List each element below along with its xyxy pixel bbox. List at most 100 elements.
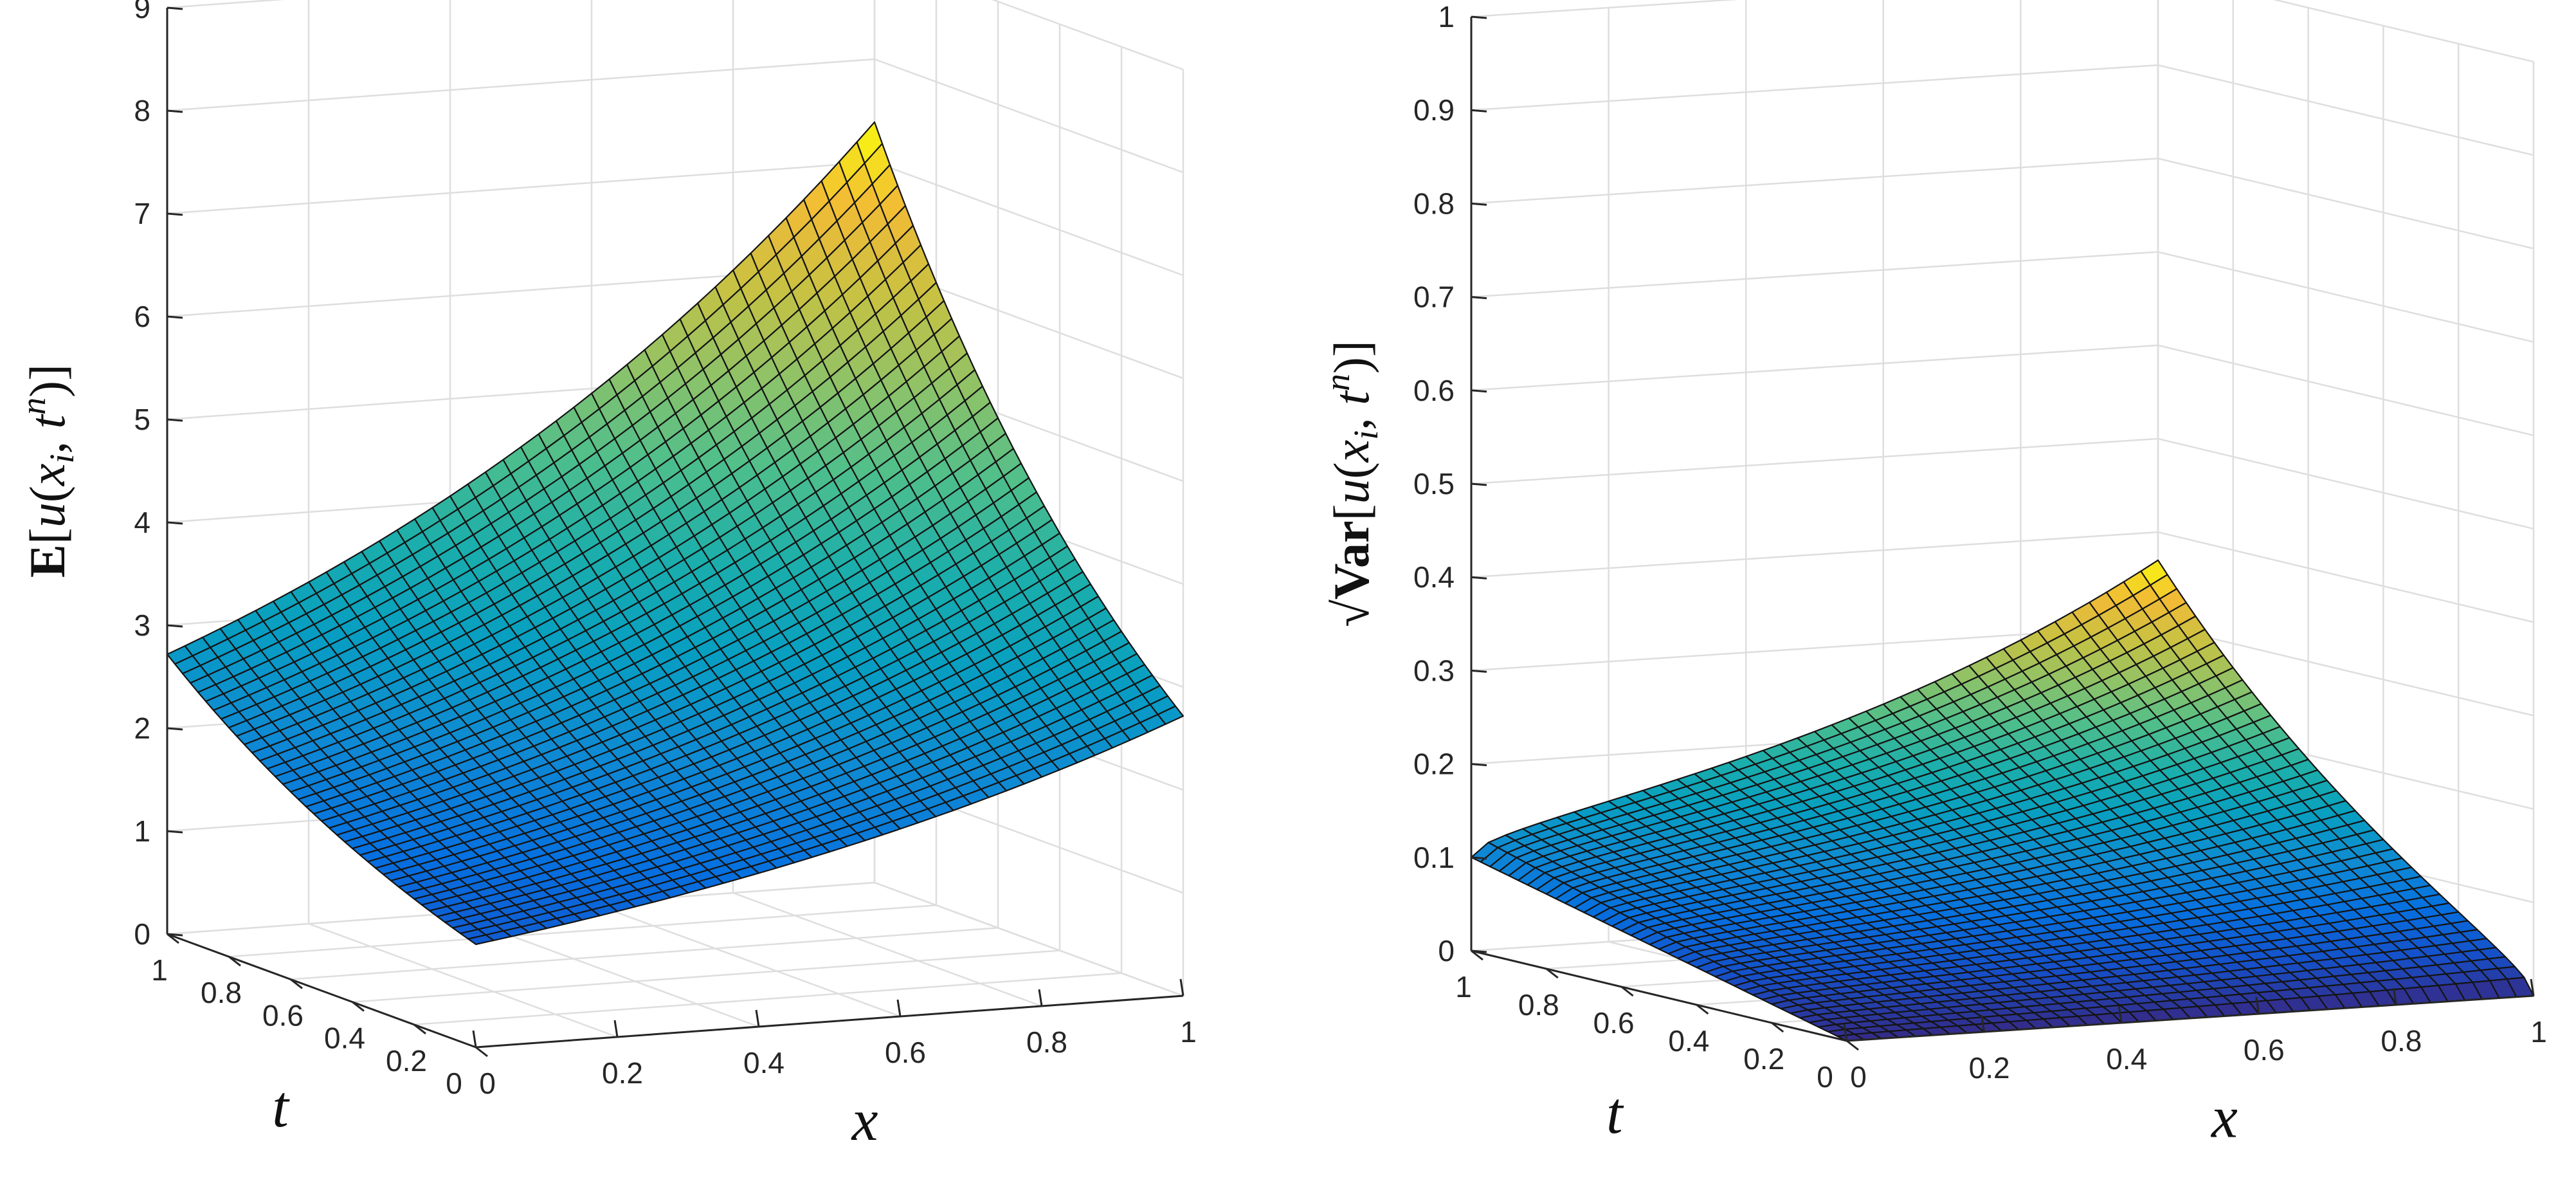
z-tick-mark (167, 521, 183, 525)
z-tick-mark (167, 418, 183, 422)
t-gridline-floor (352, 949, 1060, 1003)
z-axis-label: √Var[u(xi, tn)] (1318, 340, 1385, 627)
x-tick-mark (896, 999, 902, 1017)
z-tick-mark (167, 727, 183, 731)
x-gridline-floor (874, 881, 1184, 997)
z-tick-label: 5 (134, 403, 150, 436)
z-gridline (1471, 251, 2534, 343)
z-tick-label: 0.2 (1413, 747, 1455, 781)
z-tick-mark (167, 624, 183, 628)
right-tick-labels: 0 0.2 0.4 0.6 0.8 100.20.40.60.8100.10.20.30.… (1413, 0, 2547, 1094)
z-tick-label: 3 (134, 609, 150, 642)
z-tick-label: 0 (1438, 934, 1455, 967)
x-tick-mark (2392, 987, 2397, 1005)
t-tick-mark (1471, 949, 1483, 961)
z-tick-label: 0.8 (1413, 187, 1455, 220)
right-axis-labels: x t √Var[u(xi, tn)] (1318, 340, 2238, 1150)
z-gridline (1471, 531, 2534, 623)
t-tick-mark (475, 1046, 488, 1058)
t-tick-label: 0.6 (262, 998, 304, 1032)
x-tick-label: 0.6 (885, 1036, 926, 1069)
z-gridline (1471, 0, 2534, 63)
z-tick-label: 0.5 (1413, 467, 1455, 500)
z-tick-label: 0.1 (1413, 841, 1455, 874)
x-gridline-floor (308, 922, 618, 1038)
z-tick-mark (1471, 949, 1487, 953)
t-tick-mark (1620, 986, 1634, 997)
x-tick-mark (1179, 978, 1184, 996)
x-tick-mark (1981, 1014, 1986, 1032)
z-tick-mark (1471, 576, 1487, 580)
x-axis-line (1846, 995, 2534, 1042)
t-tick-mark (413, 1023, 426, 1034)
z-tick-label: 0.3 (1413, 654, 1455, 687)
t-tick-label: 0.8 (201, 976, 242, 1009)
x-tick-mark (613, 1020, 619, 1038)
z-gridline (1471, 437, 2534, 530)
t-tick-label: 0 (1817, 1060, 1833, 1094)
z-tick-mark (1471, 202, 1487, 206)
z-gridline (167, 161, 1184, 277)
t-axis-label: t (1606, 1080, 1624, 1146)
t-tick-label: 0.6 (1593, 1006, 1635, 1040)
x-gridline-floor (591, 902, 901, 1018)
z-gridline (167, 58, 1184, 174)
t-tick-label: 0.4 (1668, 1024, 1709, 1058)
x-axis-line (475, 995, 1184, 1049)
z-tick-label: 0.6 (1413, 374, 1455, 407)
x-tick-label: 0.4 (743, 1046, 785, 1079)
z-tick-mark (1471, 763, 1487, 767)
right-surface (1470, 559, 2535, 1042)
z-tick-mark (1471, 482, 1487, 486)
t-axis-line (167, 933, 476, 1049)
z-tick-label: 1 (1438, 0, 1455, 33)
t-gridline-floor (290, 927, 999, 980)
x-tick-label: 0.6 (2244, 1033, 2285, 1067)
surface-cell (467, 934, 494, 946)
z-tick-mark (167, 109, 183, 113)
t-axis-line (1471, 949, 1847, 1042)
z-tick-mark (167, 830, 183, 834)
z-tick-label: 1 (134, 814, 150, 848)
right-axes (1470, 15, 2535, 1051)
t-tick-mark (352, 1001, 365, 1012)
t-tick-mark (290, 978, 303, 989)
z-tick-mark (167, 6, 183, 10)
x-tick-mark (1843, 1023, 1848, 1041)
z-tick-mark (167, 933, 183, 937)
t-gridline-floor (413, 972, 1122, 1026)
t-tick-label: 1 (1455, 970, 1472, 1004)
z-tick-mark (1471, 669, 1487, 673)
x-gridline-floor (732, 892, 1042, 1007)
z-axis-label: E[u(xi, tn)] (14, 364, 81, 578)
x-tick-mark (2530, 978, 2535, 996)
z-tick-label: 8 (134, 94, 150, 127)
t-tick-mark (228, 956, 241, 967)
z-tick-label: 9 (134, 0, 150, 24)
left-surface (166, 121, 1184, 946)
t-tick-mark (1696, 1004, 1709, 1015)
z-tick-mark (167, 315, 183, 319)
t-tick-label: 0 (446, 1067, 462, 1100)
x-tick-mark (2118, 1005, 2123, 1023)
x-axis-label: x (2210, 1085, 2238, 1150)
z-tick-label: 0.7 (1413, 280, 1455, 314)
x-tick-label: 0.8 (1026, 1025, 1067, 1059)
t-tick-mark (1771, 1022, 1784, 1033)
z-tick-mark (1471, 856, 1487, 860)
x-tick-mark (1038, 989, 1043, 1007)
z-tick-mark (1471, 389, 1487, 393)
z-tick-label: 6 (134, 300, 150, 333)
x-tick-mark (2255, 996, 2260, 1014)
z-tick-mark (1471, 109, 1487, 113)
z-tick-label: 0.9 (1413, 93, 1455, 127)
x-tick-mark (755, 1009, 760, 1027)
z-tick-label: 0.4 (1413, 560, 1455, 594)
x-axis-label: x (851, 1087, 878, 1153)
x-tick-label: 1 (1180, 1015, 1197, 1049)
left-axes (166, 6, 1184, 1058)
t-tick-mark (1545, 967, 1559, 979)
t-tick-mark (167, 933, 179, 944)
